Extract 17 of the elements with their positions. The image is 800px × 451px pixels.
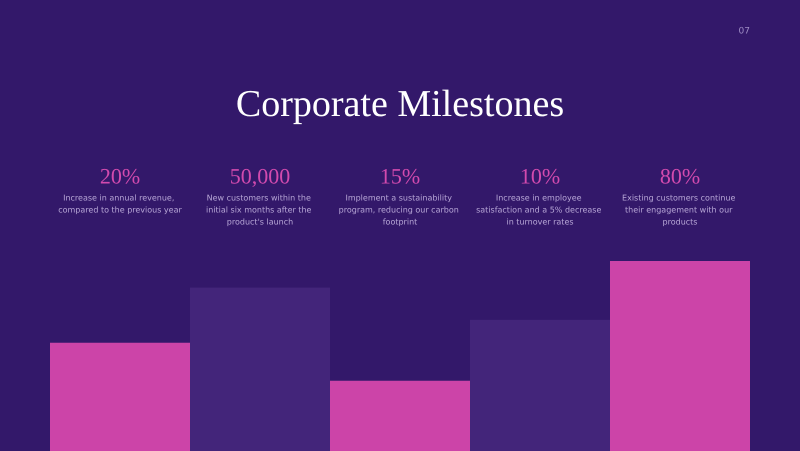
bar — [50, 342, 190, 451]
text: 10% — [520, 164, 560, 188]
text: Existing customers continue their engagement with our products — [622, 194, 738, 226]
text: 15% — [380, 164, 420, 188]
text: Increase in annual revenue, compared to the previous year — [58, 194, 182, 214]
text: 80% — [660, 164, 700, 188]
text: Implement a sustainability program, reducing our carbon footprint — [338, 194, 462, 226]
text: 20% — [100, 164, 140, 188]
text: 50,000 — [230, 164, 290, 188]
bar — [190, 288, 330, 451]
text: New customers within the initial six months after the product's launch — [206, 194, 314, 226]
bar — [330, 380, 470, 451]
chart-title: Corporate Milestones — [236, 83, 564, 125]
bar — [610, 261, 750, 451]
bar — [470, 320, 610, 451]
text: Increase in employee satisfaction and a 5% decrease in turnover rates — [476, 194, 604, 226]
text: 07 — [738, 26, 750, 36]
